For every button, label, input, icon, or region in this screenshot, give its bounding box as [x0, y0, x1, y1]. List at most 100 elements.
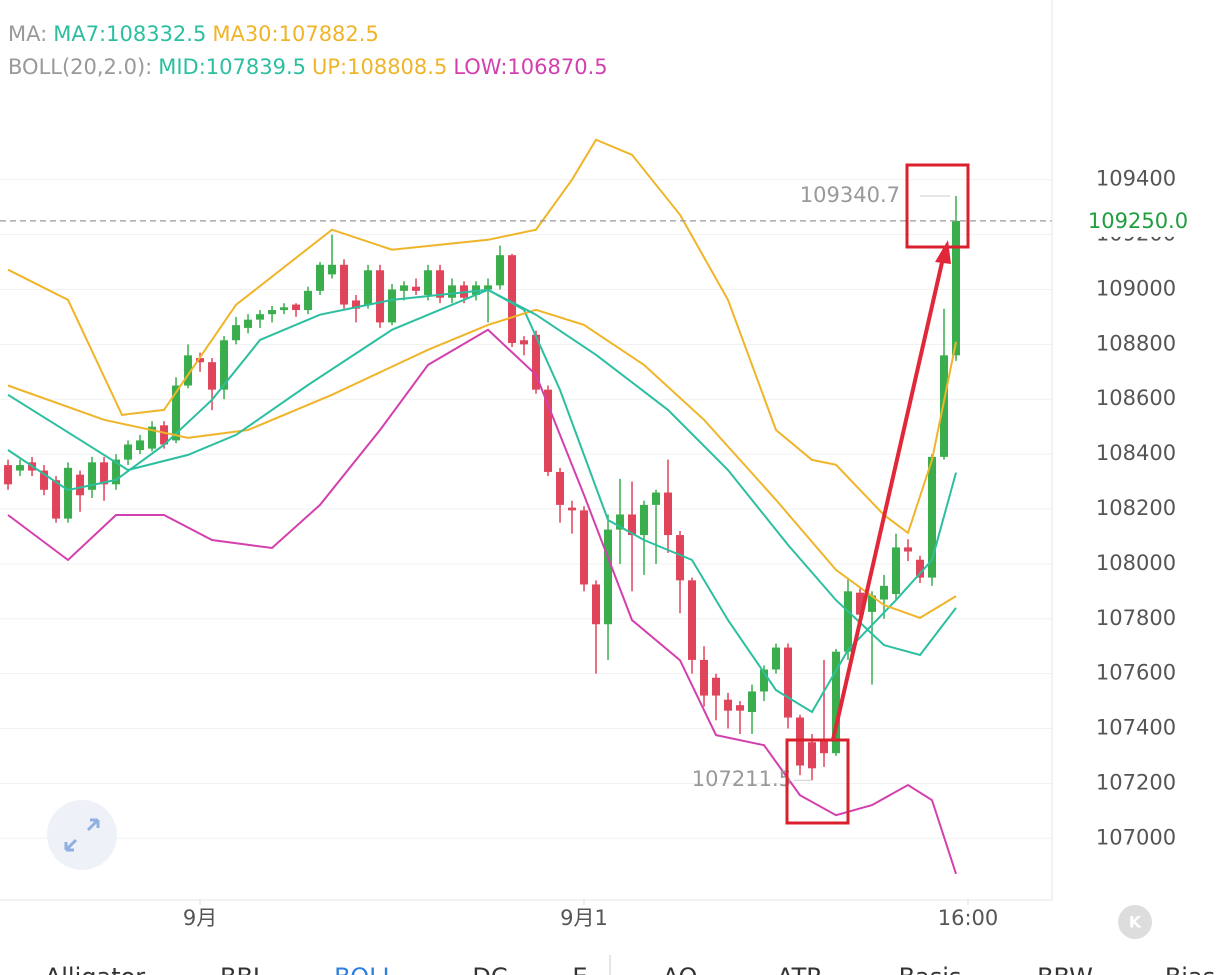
- indicator-tab[interactable]: Alligator: [45, 963, 145, 975]
- candle-body: [640, 504, 649, 536]
- candle-body: [280, 307, 289, 311]
- candle-body: [772, 647, 781, 670]
- candle-body: [424, 270, 433, 295]
- y-tick-label: 107200: [1096, 770, 1176, 794]
- indicator-group-label: MA:: [8, 22, 47, 46]
- k-button-label: K: [1129, 913, 1142, 932]
- x-tick-label: 9月: [183, 906, 217, 930]
- candle-body: [124, 444, 133, 460]
- candle-body: [556, 471, 565, 505]
- y-tick-label: 109000: [1096, 276, 1176, 300]
- candle-body: [64, 467, 73, 519]
- candle-body: [316, 264, 325, 291]
- legend-value: 108808.5: [347, 55, 447, 79]
- candle-body: [76, 474, 85, 496]
- high-highlight-box: [905, 163, 970, 249]
- indicator-legend: BOLL(20,2.0): MID:107839.5 UP:108808.5 LOW:…: [8, 55, 608, 79]
- legend-value: 106870.5: [507, 55, 607, 79]
- indicator-tab[interactable]: BBI: [220, 963, 260, 975]
- y-tick-label: 108000: [1096, 551, 1176, 575]
- indicator-tab[interactable]: DC: [472, 963, 507, 975]
- candle-body: [916, 559, 925, 578]
- plot: 107000 107200 107400 107600 107800 108000 1082…: [0, 138, 1194, 930]
- candle-body: [16, 465, 25, 471]
- indicator-line: [7, 328, 957, 875]
- high-annotation: 109340.7: [800, 183, 900, 207]
- candle-body: [352, 300, 361, 309]
- candle-body: [376, 270, 385, 323]
- candle-body: [808, 742, 817, 769]
- legend-value: 107882.5: [279, 22, 379, 46]
- indicator-tab[interactable]: ATR: [777, 963, 823, 975]
- legend-value: 108332.5: [106, 22, 206, 46]
- y-tick-label: 108200: [1096, 496, 1176, 520]
- candle-body: [928, 456, 937, 578]
- candle-body: [904, 547, 913, 552]
- y-tick-label: 107600: [1096, 661, 1176, 685]
- candle-body: [820, 739, 829, 754]
- indicator-tab[interactable]: AO: [663, 963, 698, 975]
- x-tick-label: 9月1: [560, 906, 608, 930]
- candle-body: [520, 340, 529, 345]
- candle-body: [412, 286, 421, 291]
- candle-body: [796, 717, 805, 766]
- legend-name: MA7:: [53, 22, 106, 46]
- trend-arrow: [831, 257, 945, 741]
- candle-body: [292, 304, 301, 311]
- candle-body: [844, 591, 853, 652]
- indicator-line: [7, 308, 957, 620]
- candle-body: [112, 459, 121, 485]
- indicator-tab[interactable]: BBW: [1037, 963, 1093, 975]
- candle-body: [544, 389, 553, 472]
- candle-body: [52, 480, 61, 519]
- candle-body: [256, 314, 265, 320]
- candle-body: [508, 255, 517, 343]
- indicator-tab[interactable]: BOLL: [334, 963, 396, 975]
- candle-body: [232, 325, 241, 341]
- last-price-box: [1084, 204, 1194, 237]
- x-tick-label: 16:00: [938, 906, 999, 930]
- candle-body: [604, 529, 613, 625]
- candle-body: [580, 510, 589, 585]
- legend-name: UP:: [312, 55, 347, 79]
- candle-body: [592, 584, 601, 625]
- indicator-tab[interactable]: Basis: [899, 963, 962, 975]
- candle-body: [328, 264, 337, 275]
- indicator-tab[interactable]: E: [572, 963, 587, 975]
- candle-body: [484, 285, 493, 290]
- low-annotation: 107211.5: [692, 767, 792, 791]
- candle-body: [700, 659, 709, 696]
- indicator-tab[interactable]: Bias: [1165, 963, 1215, 975]
- candle-body: [940, 355, 949, 457]
- candle-body: [448, 285, 457, 298]
- indicator-line: [7, 288, 957, 657]
- y-tick-label: 107400: [1096, 716, 1176, 740]
- candle-body: [748, 691, 757, 713]
- y-tick-label: 107800: [1096, 606, 1176, 630]
- y-tick-label: 108400: [1096, 441, 1176, 465]
- candle-body: [136, 440, 145, 450]
- candle-body: [208, 362, 217, 390]
- candle-body: [364, 270, 373, 305]
- k-button[interactable]: [1118, 905, 1152, 939]
- candle-body: [664, 492, 673, 536]
- expand-icon: [64, 818, 100, 852]
- legend-name: MID:: [158, 55, 206, 79]
- candle-body: [784, 647, 793, 718]
- candle-body: [100, 462, 109, 485]
- candle-body: [952, 220, 961, 356]
- candle-body: [148, 426, 157, 449]
- candle-body: [172, 385, 181, 441]
- candle-body: [676, 535, 685, 581]
- candle-body: [220, 340, 229, 390]
- candle-body: [340, 264, 349, 305]
- candle-body: [184, 355, 193, 386]
- indicator-line: [7, 288, 957, 714]
- indicator-legend: MA: MA7:108332.5 MA30:107882.5: [8, 22, 379, 46]
- candle-body: [868, 595, 877, 612]
- candle-body: [856, 592, 865, 615]
- expand-button[interactable]: [47, 800, 117, 870]
- candle-body: [268, 310, 277, 315]
